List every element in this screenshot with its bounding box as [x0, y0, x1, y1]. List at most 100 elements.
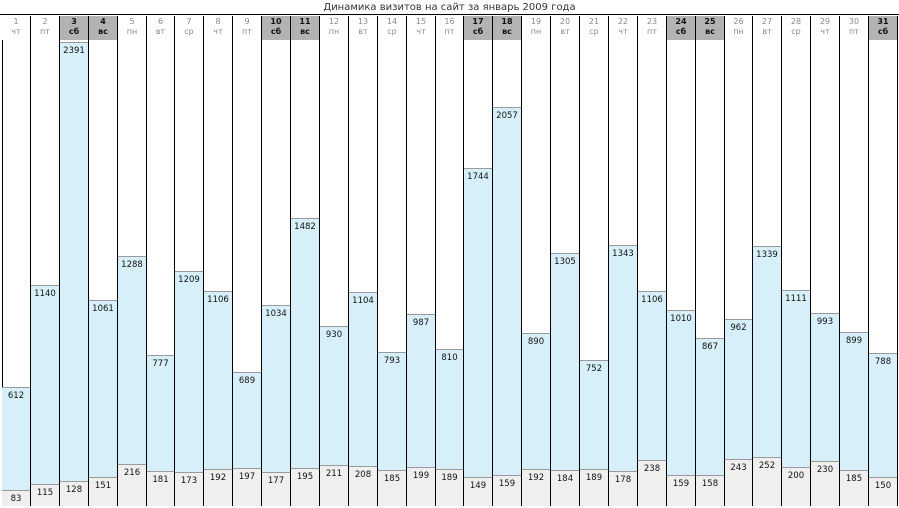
day-header: 13 вт	[349, 16, 377, 40]
day-header: 26 пн	[725, 16, 752, 40]
visits-value-label: 1010	[670, 313, 692, 324]
day-column-12: 12 пн 930 211	[320, 16, 349, 506]
day-header: 24 сб	[667, 16, 695, 40]
visits-value-label: 1744	[467, 171, 489, 182]
day-header: 12 пн	[320, 16, 348, 40]
weekday-label: пт	[242, 27, 252, 36]
hosts-value-label: 197	[238, 471, 256, 482]
day-column-30: 30 пт 899 185	[840, 16, 869, 506]
visits-bar	[667, 309, 695, 506]
visits-value-label: 1061	[92, 304, 114, 315]
hosts-bar	[320, 465, 348, 506]
day-header: 23 пт	[638, 16, 666, 40]
day-header: 5 пн	[118, 16, 146, 40]
visits-value-label: 1288	[121, 260, 143, 271]
hosts-value-label: 189	[441, 473, 458, 484]
day-column-3: 3 сб 2391 128	[60, 16, 89, 506]
day-number-label: 3	[71, 17, 77, 26]
hosts-value-label: 149	[469, 481, 487, 492]
day-header: 29 чт	[811, 16, 839, 40]
visits-value-label: 1209	[178, 275, 200, 286]
day-header: 28 ср	[782, 16, 810, 40]
visits-value-label: 788	[874, 357, 892, 368]
day-column-22: 22 чт 1343 178	[609, 16, 638, 506]
weekday-label: пт	[444, 27, 455, 36]
hosts-bar	[349, 465, 377, 506]
day-number-label: 11	[299, 17, 311, 26]
visits-value-label: 1104	[352, 295, 374, 306]
visits-value-label: 867	[701, 341, 719, 352]
day-column-29: 29 чт 993 230	[811, 16, 840, 506]
weekday-label: ср	[791, 27, 801, 36]
day-number-label: 19	[530, 17, 542, 26]
hosts-bar	[725, 458, 752, 506]
day-number-label: 24	[675, 17, 687, 26]
visits-bar	[291, 218, 319, 506]
day-header: 9 пт	[233, 16, 261, 40]
day-column-20: 20 вт 1305 184	[551, 16, 580, 506]
hosts-value-label: 243	[730, 462, 747, 473]
day-header: 19 пн	[522, 16, 550, 40]
weekday-label: чт	[820, 27, 830, 36]
hosts-bar	[753, 457, 781, 506]
weekday-label: вс	[300, 27, 310, 36]
hosts-bar	[580, 469, 608, 506]
visits-value-label: 793	[383, 356, 401, 367]
weekday-label: пн	[328, 27, 340, 36]
day-column-17: 17 сб 1744 149	[464, 16, 493, 506]
day-number-label: 15	[415, 17, 427, 26]
day-header: 8 чт	[204, 16, 232, 40]
day-header: 18 вс	[493, 16, 521, 40]
hosts-bar	[782, 467, 810, 506]
day-number-label: 7	[186, 17, 192, 26]
weekday-label: ср	[387, 27, 397, 36]
hosts-value-label: 158	[701, 479, 719, 490]
day-number-label: 16	[444, 17, 455, 26]
hosts-value-label: 230	[816, 465, 834, 476]
weekday-label: чт	[213, 27, 223, 36]
hosts-value-label: 150	[874, 480, 892, 491]
visits-bar	[2, 387, 30, 506]
day-number-label: 5	[129, 17, 135, 26]
day-column-28: 28 ср 1111 200	[782, 16, 811, 506]
weekday-label: сб	[472, 27, 484, 36]
day-number-label: 9	[244, 17, 250, 26]
day-column-24: 24 сб 1010 159	[667, 16, 696, 506]
weekday-label: ср	[184, 27, 194, 36]
day-column-10: 10 сб 1034 177	[262, 16, 291, 506]
day-number-label: 21	[588, 17, 600, 26]
hosts-value-label: 252	[758, 461, 776, 472]
visits-value-label: 1305	[554, 256, 576, 267]
hosts-value-label: 216	[123, 468, 141, 479]
day-header: 16 пт	[436, 16, 463, 40]
day-header: 1 чт	[2, 16, 30, 40]
day-column-21: 21 ср 752 189	[580, 16, 609, 506]
visits-bar	[60, 42, 88, 506]
hosts-value-label: 238	[643, 463, 661, 474]
weekday-label: вт	[560, 27, 570, 36]
day-column-1: 1 чт 612 83	[2, 16, 31, 506]
hosts-value-label: 159	[672, 479, 690, 490]
hosts-value-label: 128	[65, 485, 83, 496]
day-header: 30 пт	[840, 16, 868, 40]
hosts-bar	[609, 471, 637, 506]
hosts-bar	[493, 475, 521, 506]
weekday-label: вс	[98, 27, 108, 36]
hosts-bar	[291, 468, 319, 506]
day-column-4: 4 вс 1061 151	[89, 16, 118, 506]
day-header: 3 сб	[60, 16, 88, 40]
visits-value-label: 890	[527, 337, 545, 348]
weekday-label: вс	[705, 27, 715, 36]
day-number-label: 12	[328, 17, 340, 26]
visits-value-label: 1343	[612, 249, 634, 260]
day-column-13: 13 вт 1104 208	[349, 16, 378, 506]
hosts-value-label: 83	[10, 493, 22, 504]
day-header: 22 чт	[609, 16, 637, 40]
day-column-2: 2 пт 1140 115	[31, 16, 60, 506]
weekday-label: сб	[270, 27, 282, 36]
day-column-15: 15 чт 987 199	[407, 16, 436, 506]
hosts-bar	[696, 475, 724, 506]
day-column-9: 9 пт 689 197	[233, 16, 262, 506]
day-number-label: 28	[790, 17, 802, 26]
weekday-label: пн	[733, 27, 744, 36]
